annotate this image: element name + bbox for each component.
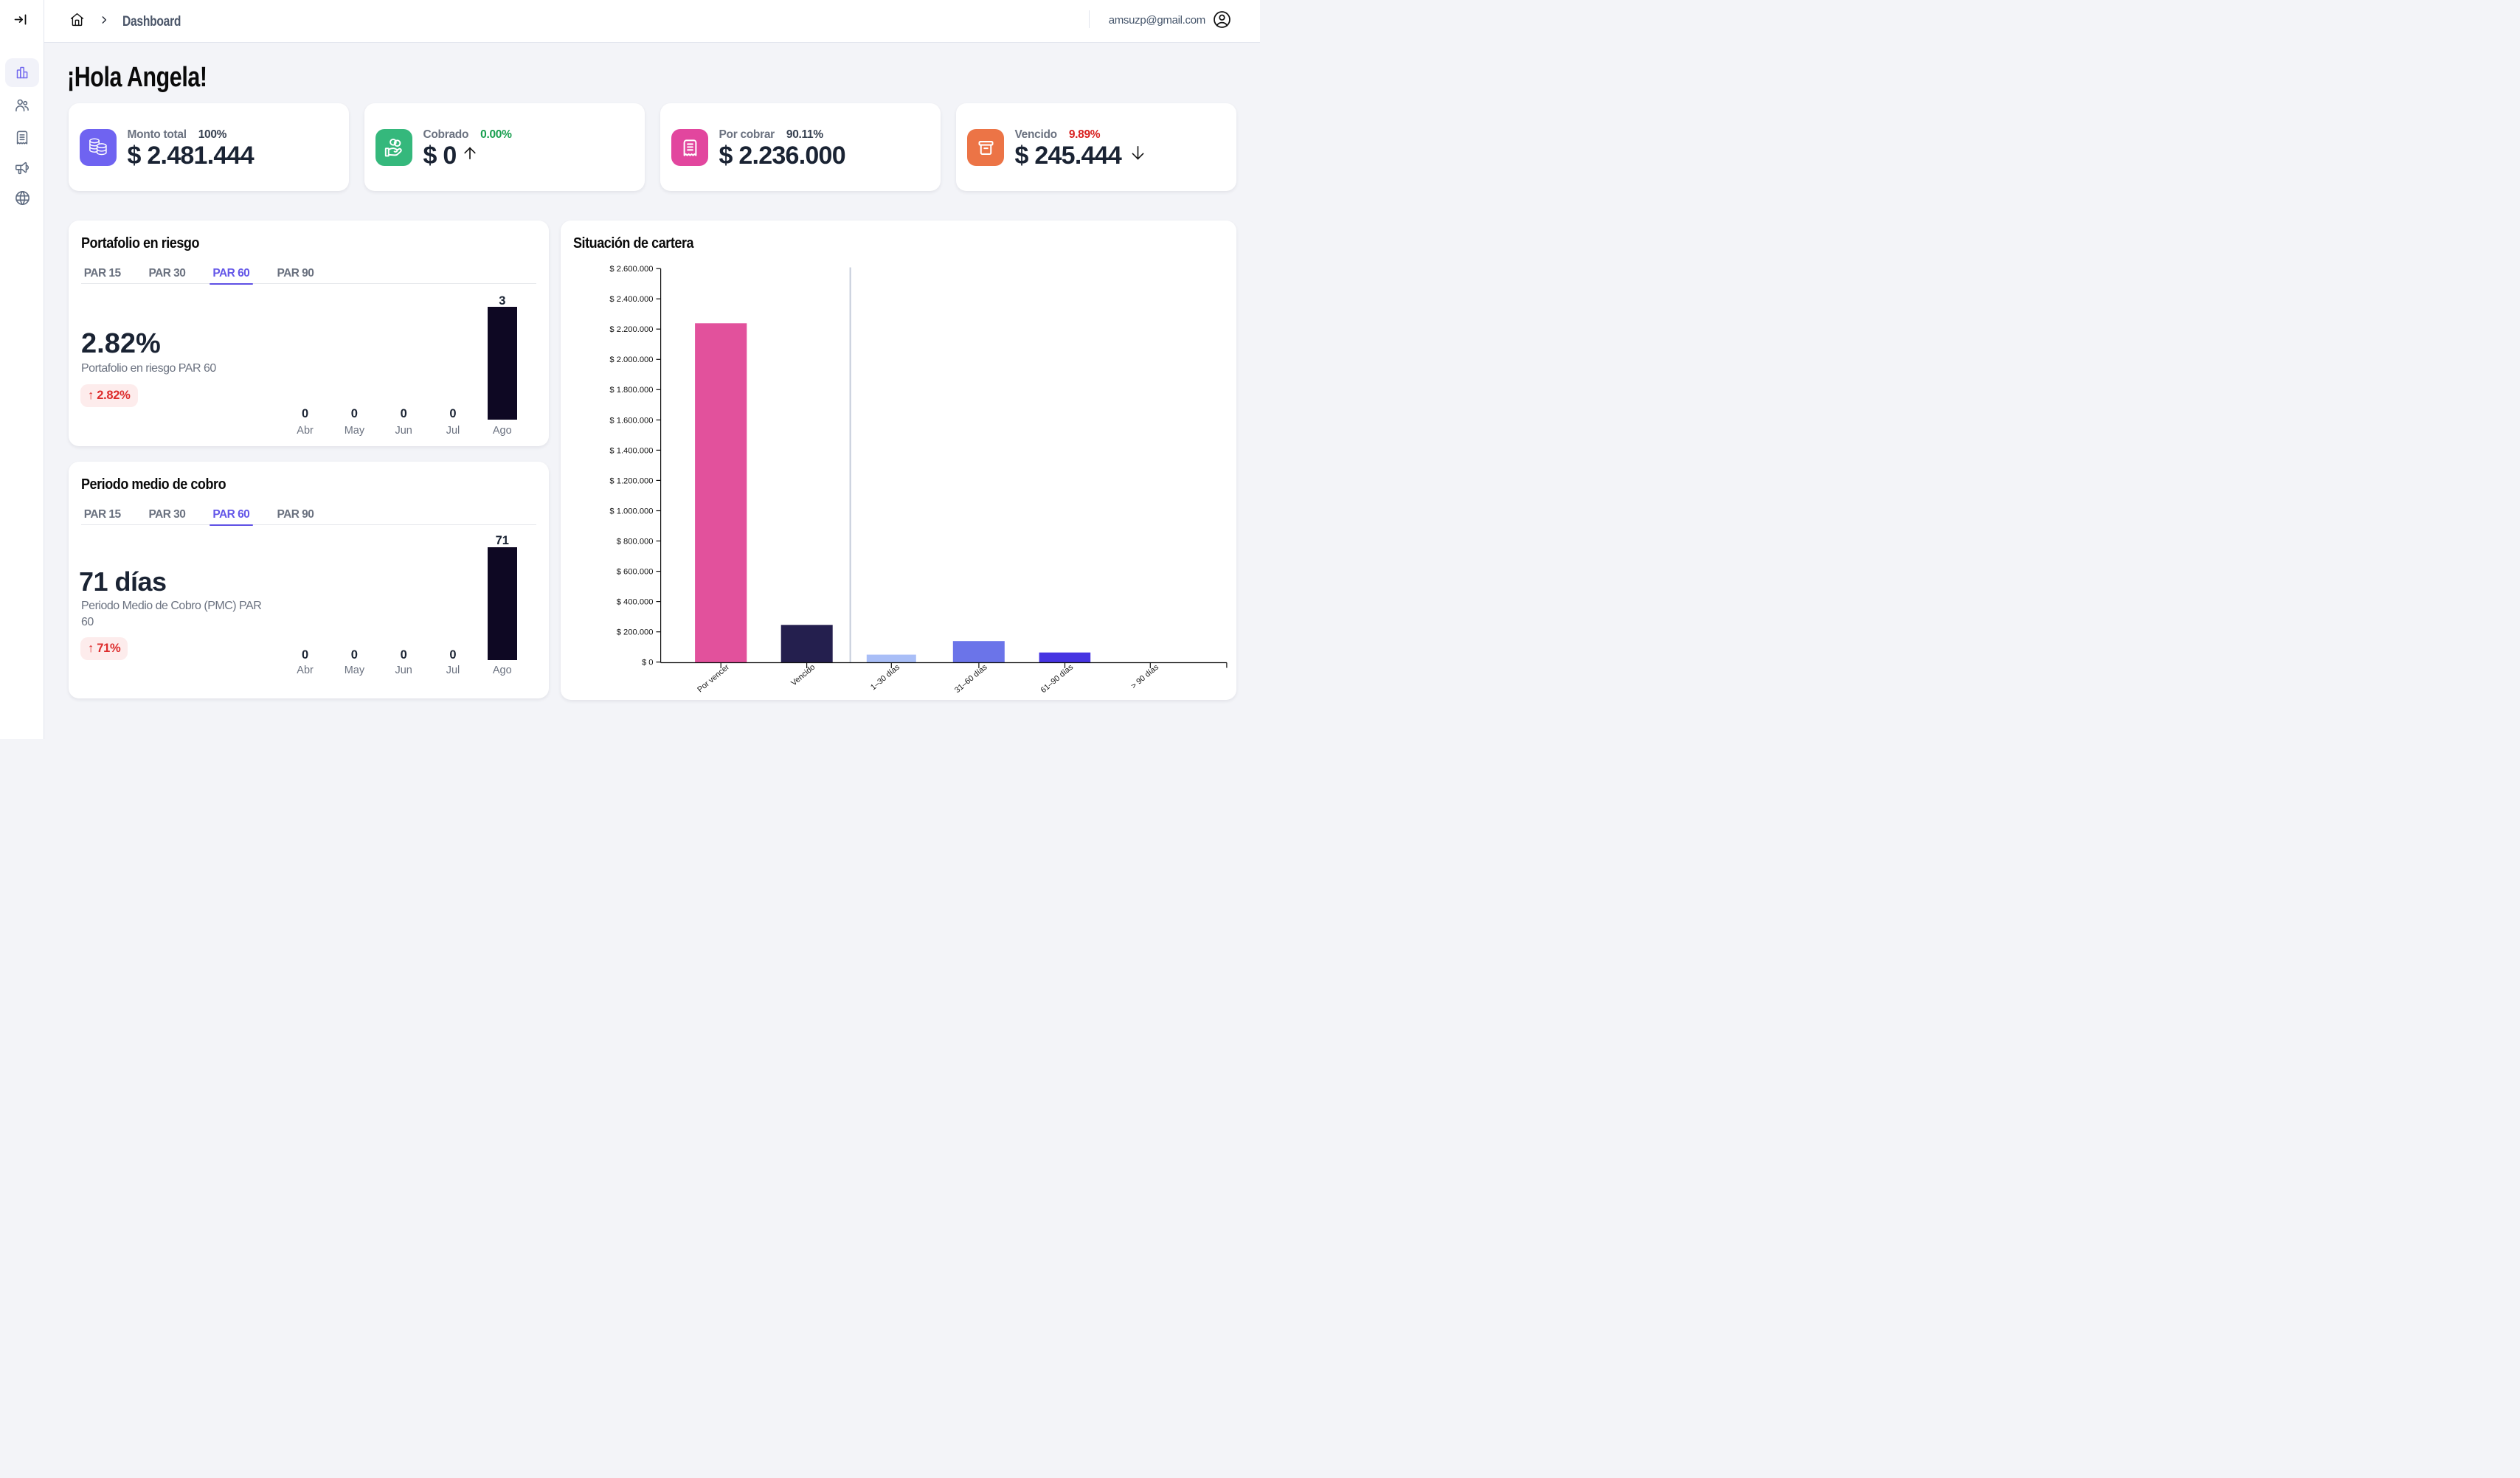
svg-text:$ 200.000: $ 200.000 <box>617 628 654 637</box>
svg-text:$ 0: $ 0 <box>642 659 654 667</box>
svg-text:31–60 días: 31–60 días <box>953 662 989 695</box>
svg-text:1–30 días: 1–30 días <box>869 662 902 692</box>
svg-text:61–90 días: 61–90 días <box>1039 662 1076 695</box>
svg-text:$ 2.000.000: $ 2.000.000 <box>609 355 653 364</box>
svg-text:$ 1.800.000: $ 1.800.000 <box>609 386 653 395</box>
svg-text:> 90 días: > 90 días <box>1129 662 1160 690</box>
svg-text:Vencido: Vencido <box>789 663 817 688</box>
svg-text:$ 2.600.000: $ 2.600.000 <box>609 265 653 274</box>
svg-text:$ 800.000: $ 800.000 <box>617 537 654 546</box>
svg-text:$ 1.000.000: $ 1.000.000 <box>609 507 653 516</box>
svg-text:Por vencer: Por vencer <box>696 662 731 694</box>
svg-text:$ 600.000: $ 600.000 <box>617 568 654 577</box>
svg-text:$ 1.400.000: $ 1.400.000 <box>609 446 653 455</box>
svg-text:$ 2.200.000: $ 2.200.000 <box>609 325 653 334</box>
svg-text:$ 400.000: $ 400.000 <box>617 598 654 607</box>
svg-text:$ 1.600.000: $ 1.600.000 <box>609 416 653 425</box>
svg-text:$ 2.400.000: $ 2.400.000 <box>609 295 653 304</box>
svg-text:$ 1.200.000: $ 1.200.000 <box>609 476 653 485</box>
